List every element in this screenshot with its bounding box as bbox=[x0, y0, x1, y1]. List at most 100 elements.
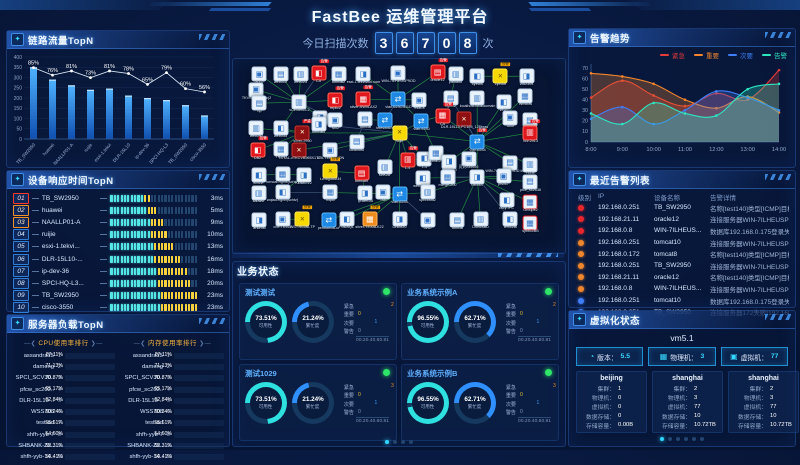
pagination-dot[interactable] bbox=[409, 440, 413, 444]
load-row[interactable]: shfh-yyb-14.. 10 50.41% bbox=[121, 452, 224, 463]
topology-node[interactable]: ▦ CA 告警 bbox=[435, 102, 453, 126]
topology-node[interactable]: × cyxvbe 预警 bbox=[492, 62, 511, 86]
legend-item[interactable]: 紧急 bbox=[660, 50, 685, 60]
topology-node[interactable]: ▣ M02 bbox=[327, 112, 343, 131]
response-row[interactable]: 04 ruijie 10ms bbox=[13, 229, 223, 241]
topology-node[interactable]: ▥ DiuncsBD bbox=[472, 211, 489, 230]
topology-node[interactable]: ▤ tomcat9 bbox=[354, 165, 370, 183]
topology-node[interactable]: ◨ LinkM20 bbox=[392, 211, 408, 230]
topology-node[interactable]: ▣ che-TK928 bbox=[273, 211, 292, 230]
alarm-row[interactable]: 192.168.0.251 tomcat10 数据库192.168.0.175登… bbox=[575, 295, 789, 307]
topology-node[interactable]: ◧ replic2 告警 bbox=[327, 86, 346, 110]
business-block[interactable]: 业务系统示例A 96.55% 可用性 62.71% 繁忙度 紧急 2 重要 0 次要… bbox=[401, 283, 559, 360]
pagination-dot[interactable] bbox=[660, 436, 664, 441]
response-row[interactable]: 05 esxi-1.tekvi... 13ms bbox=[13, 241, 223, 253]
topology-node[interactable]: ◧ wqtad-ngnix(schtz) bbox=[267, 184, 298, 203]
topology-node[interactable]: ◨ swap120 bbox=[441, 154, 457, 172]
topology-node[interactable]: ▥ web023 bbox=[293, 66, 309, 85]
topology-node[interactable]: ⇄ teleswitch bbox=[377, 112, 393, 131]
load-row[interactable]: DLR-15L10-.. 5 62.84% bbox=[121, 395, 224, 406]
load-row[interactable]: SPCI_SCV30.. 3 70.87% bbox=[12, 373, 115, 384]
pagination-dot[interactable] bbox=[385, 440, 389, 444]
topology-node[interactable]: ▤ ftp bbox=[251, 95, 267, 113]
load-row[interactable]: SHBANK-Zh.. 9 52.31% bbox=[121, 440, 224, 451]
topology-node[interactable]: ▤ pfce_sc2636 bbox=[519, 174, 541, 192]
pagination-dot[interactable] bbox=[676, 436, 680, 441]
virt-site-card[interactable]: beijing 集群： 1 物理机： 0 虚拟机： 0 数据存储： 0 存储容量： 0.00B bbox=[576, 371, 647, 433]
alarm-row[interactable]: 192.168.0.172 tomcat8 名称[test140]类型[ICMP… bbox=[575, 248, 789, 260]
load-row[interactable]: shfh-yyb-7 8 54.60% bbox=[121, 429, 224, 440]
pagination-dot[interactable] bbox=[668, 436, 672, 441]
pagination-dot[interactable] bbox=[692, 436, 696, 441]
alarm-row[interactable]: 192.168.21.11 oracle12 名称[test140]类型[ICM… bbox=[575, 272, 789, 284]
topology-node[interactable]: ▤ tomcat bbox=[449, 212, 465, 230]
legend-item[interactable]: 次要 bbox=[728, 50, 753, 60]
topology-node[interactable]: ▣ pfsxc7 bbox=[496, 168, 512, 186]
response-row[interactable]: 07 ip-dev-36 18ms bbox=[13, 265, 223, 277]
topology-node[interactable]: ▦ mqtbl bbox=[322, 184, 338, 203]
pagination-dot[interactable] bbox=[700, 436, 704, 441]
topology-node[interactable]: ▦ vbnk-2 bbox=[428, 145, 444, 163]
topology-node[interactable]: ◨ esxi-1.tekvision.com bbox=[347, 66, 380, 85]
load-row[interactable]: test-ad 7 55.61% bbox=[121, 418, 224, 429]
topology-node[interactable]: × WST-902all-TP 预警 bbox=[290, 205, 315, 230]
topology-node[interactable]: ▣ a062 bbox=[251, 66, 267, 85]
topology-node[interactable]: × t-wfbg56M34 预警 bbox=[320, 157, 341, 182]
topology-node[interactable]: ◧ wincvr bbox=[251, 167, 267, 185]
alarm-row[interactable]: 192.168.0.251 tomcat10 连接服务器WIN-7ILHEUSP… bbox=[575, 237, 789, 249]
topology-node[interactable]: ▦ sjfbbccBB bbox=[522, 215, 538, 233]
topology-node[interactable]: ◧ cscy-IPC bbox=[499, 192, 515, 210]
topology-node[interactable]: ◧ PostSQL bbox=[339, 211, 355, 230]
topology-node[interactable]: × ruijie bbox=[392, 125, 408, 143]
topology-node[interactable]: × DLR-15L10-PC195_128bras bbox=[440, 111, 488, 130]
topology-node[interactable]: ▣ WIN-7ILHEUSP9OD bbox=[381, 65, 415, 84]
topology-node[interactable]: ◧ ternczBl bbox=[502, 211, 518, 230]
topology-node[interactable]: ◧ weblogic12 bbox=[413, 170, 432, 188]
load-row[interactable]: pfcw_sc202.. 4 65.17% bbox=[121, 384, 224, 395]
topology-node[interactable]: ◨ android bbox=[251, 212, 267, 230]
legend-item[interactable]: 告警 bbox=[762, 50, 787, 60]
topology-node[interactable]: ⇄ vlan-9230 bbox=[413, 113, 429, 132]
business-block[interactable]: 业务系统示例B 96.55% 可用性 62.71% 繁忙度 紧急 3 重要 0 次要… bbox=[401, 364, 559, 441]
load-row[interactable]: WSS708 6 60.24% bbox=[12, 406, 115, 417]
topology-node[interactable]: ▣ bcd bbox=[375, 184, 391, 203]
topology-node[interactable]: ▤ tomcat bbox=[357, 111, 373, 130]
load-row[interactable]: test-ad 7 55.61% bbox=[12, 418, 115, 429]
topology-node[interactable]: ⇄ vlan-623C9B1D bbox=[385, 91, 411, 110]
topology-node[interactable]: × silver-2950 严重 bbox=[293, 119, 313, 143]
response-row[interactable]: 09 TB_SW2950 23ms bbox=[13, 290, 223, 302]
topology-node[interactable]: ▤ localhost bbox=[349, 134, 365, 152]
alarm-row[interactable]: 192.168.0.251 TB_SW2950 名称[test140]类型[IC… bbox=[575, 202, 789, 214]
topology-node[interactable]: ▥ svlK28 bbox=[377, 159, 393, 178]
virt-site-card[interactable]: shanghai 集群： 2 物理机： 3 虚拟机： 77 数据存储： 10 存储容量： 10.72… bbox=[652, 371, 723, 433]
load-row[interactable]: assandra15 1 87.11% bbox=[121, 350, 224, 361]
business-block[interactable]: 测试1029 73.51% 可用性 21.24% 繁忙度 紧急 3 重要 0 次要 … bbox=[239, 364, 397, 441]
topology-node[interactable]: ▦ tomcat2 bbox=[331, 66, 347, 85]
topology-node[interactable]: ◨ Kiosko-22 bbox=[296, 167, 312, 185]
topology-node[interactable]: ▣ 176-TEKVISION bbox=[317, 142, 344, 160]
topology-node[interactable]: ◧ CA 告警 bbox=[311, 59, 329, 84]
topology-node[interactable]: ▥ localhost.localdomain bbox=[459, 90, 495, 109]
topology-node[interactable]: ◧ vksp bbox=[496, 94, 512, 112]
load-row[interactable]: SHBANK-Zh.. 9 52.31% bbox=[12, 440, 115, 451]
response-row[interactable]: 01 TB_SW2950 3ms bbox=[13, 192, 223, 204]
topology-node[interactable]: ▤ oracle12 告警 bbox=[430, 58, 448, 83]
topology-node[interactable]: ⇄ vlan-6234 bbox=[391, 186, 408, 205]
load-row[interactable]: assandra15 1 87.11% bbox=[12, 350, 115, 361]
topology-node[interactable]: ▦ silver-SW0LAX2 告警 bbox=[350, 85, 377, 110]
load-row[interactable]: dameng 2 71.13% bbox=[12, 361, 115, 372]
topology-node[interactable]: ▦ silver-TEXALK22 预警 bbox=[356, 205, 384, 230]
topology-node[interactable]: ▦ merge-200 bbox=[439, 169, 456, 187]
topology-node[interactable]: ⇄ pentiumx8-ui bbox=[318, 212, 339, 230]
response-row[interactable]: 08 SPCI-HQ-L3... 20ms bbox=[13, 277, 223, 289]
topology-node[interactable]: ◨ Wu2304 bbox=[519, 68, 535, 86]
topology-node[interactable]: ◧ cyxvbc bbox=[469, 68, 485, 86]
topology-node[interactable]: ▦ TKVS bbox=[273, 141, 289, 159]
load-row[interactable]: dameng 2 71.13% bbox=[121, 361, 224, 372]
alarm-row[interactable]: 192.168.0.8 WIN-7ILHEUS... 数据库192.168.0.… bbox=[575, 225, 789, 237]
load-row[interactable]: shfh-yyb-7 8 54.60% bbox=[12, 429, 115, 440]
topology-node[interactable]: ▤ web012 bbox=[273, 66, 289, 85]
topology-node[interactable]: ▣ 贝贝235656 bbox=[459, 151, 479, 169]
alarm-row[interactable]: 192.168.0.8 WIN-7ILHEUS... 连接服务器WIN-7ILH… bbox=[575, 283, 789, 295]
pagination-dot[interactable] bbox=[684, 436, 688, 441]
